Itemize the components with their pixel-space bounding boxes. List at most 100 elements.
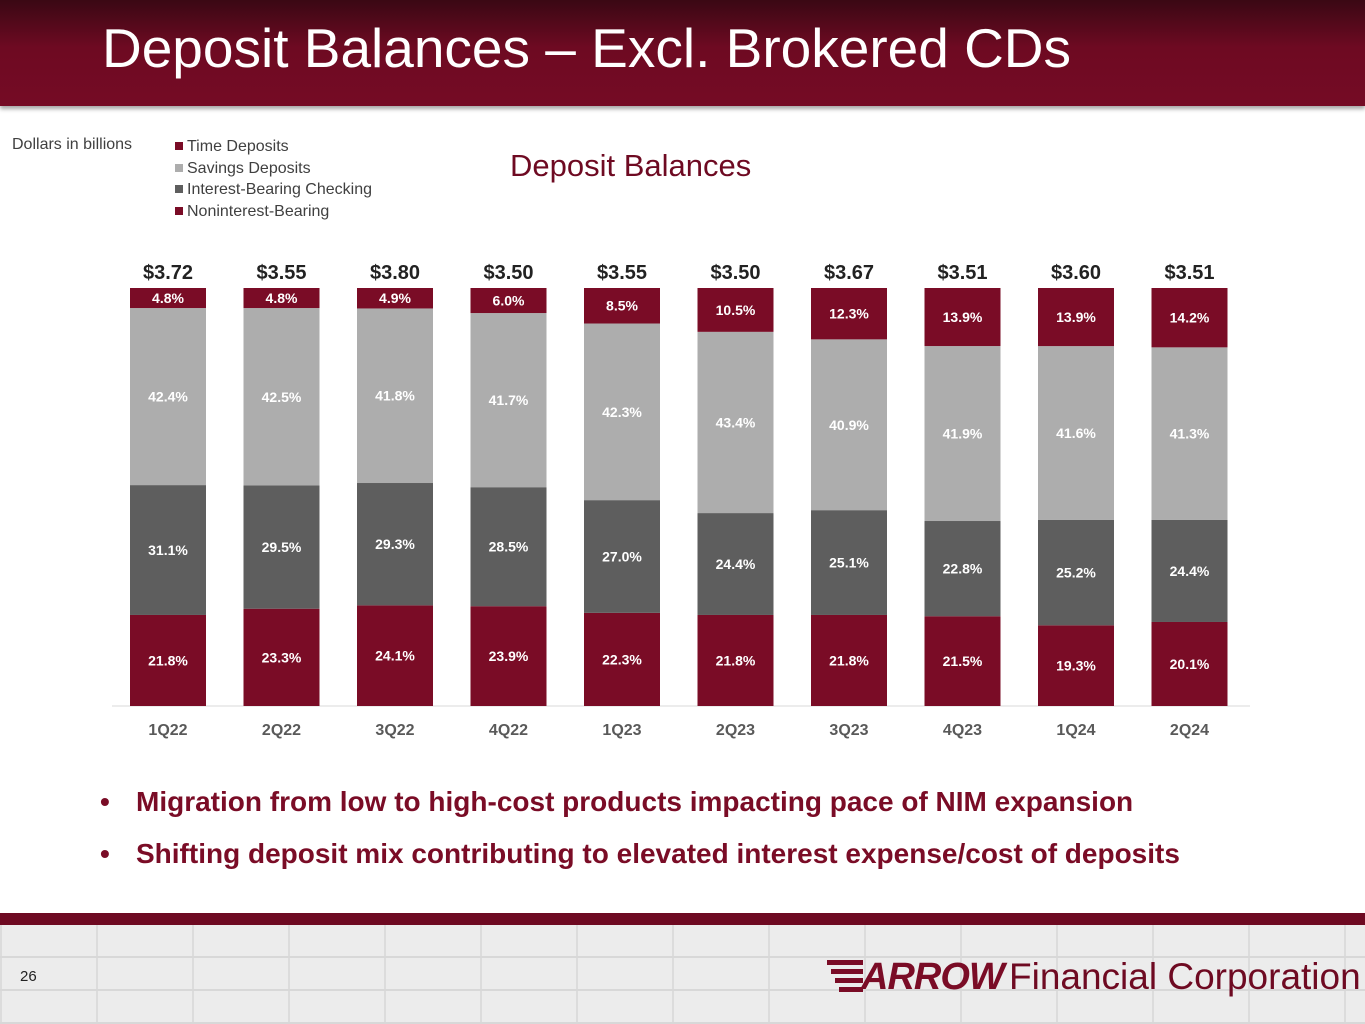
data-label: 13.9% xyxy=(943,309,983,325)
company-logo: ARROW Financial Corporation xyxy=(825,952,1361,1002)
data-label: 42.4% xyxy=(148,389,188,405)
chart-title: Deposit Balances xyxy=(510,148,752,183)
bar-segment xyxy=(697,331,774,514)
x-tick-label: 1Q22 xyxy=(148,722,187,739)
data-label: 6.0% xyxy=(493,293,525,309)
bar-segment xyxy=(811,288,887,340)
bar-segment xyxy=(1038,346,1114,520)
bar-segment xyxy=(130,308,206,486)
bar-segment xyxy=(470,606,547,706)
bar-total-label: $3.67 xyxy=(824,262,874,284)
data-label: 24.1% xyxy=(375,648,415,664)
legend-swatch-noninterest xyxy=(175,206,183,215)
arrow-lines-icon xyxy=(827,960,863,992)
bar-segment xyxy=(1151,621,1228,706)
data-label: 31.1% xyxy=(148,542,188,558)
footer-divider xyxy=(0,913,1365,925)
page-number: 26 xyxy=(20,968,37,985)
bar-segment xyxy=(243,608,320,706)
data-label: 24.4% xyxy=(716,556,756,572)
data-label: 25.2% xyxy=(1056,565,1096,581)
units-note: Dollars in billions xyxy=(12,136,133,153)
bar-total-label: $3.50 xyxy=(483,262,533,284)
x-tick-label: 1Q24 xyxy=(1056,722,1095,739)
bar-segment xyxy=(130,614,206,706)
bar-segment xyxy=(697,513,774,615)
bullet-item: • Shifting deposit mix contributing to el… xyxy=(100,836,1180,888)
legend-swatch-savings-deposits xyxy=(175,163,183,172)
data-label: 41.9% xyxy=(943,426,983,442)
bar-segment xyxy=(243,288,320,309)
bar-segment xyxy=(1151,347,1228,520)
data-label: 21.8% xyxy=(716,652,756,668)
bullet-text: Shifting deposit mix contributing to ele… xyxy=(136,838,1180,869)
x-tick-label: 2Q22 xyxy=(262,722,301,739)
bar-segment xyxy=(1038,625,1114,706)
data-label: 23.3% xyxy=(262,649,302,665)
bar-segment xyxy=(811,614,887,706)
bullet-dot: • xyxy=(100,838,110,869)
bar-segment xyxy=(697,614,774,706)
logo-arrow-text: ARROW xyxy=(861,956,1005,998)
bullet-dot: • xyxy=(100,786,110,817)
data-label: 22.3% xyxy=(602,651,642,667)
data-label: 21.5% xyxy=(943,653,983,669)
bar-segment xyxy=(924,346,1001,522)
legend-label: Savings Deposits xyxy=(187,159,311,177)
x-tick-label: 4Q23 xyxy=(943,722,982,739)
legend-item-noninterest: Noninterest-Bearing xyxy=(175,201,372,223)
data-label: 23.9% xyxy=(489,648,529,664)
bar-total-label: $3.72 xyxy=(143,262,193,284)
data-label: 20.1% xyxy=(1170,656,1210,672)
legend-label: Interest-Bearing Checking xyxy=(187,181,372,198)
bar-segment xyxy=(130,288,206,309)
data-label: 14.2% xyxy=(1170,310,1210,326)
bar-segment xyxy=(357,605,433,706)
bar-segment xyxy=(470,288,547,314)
x-tick-label: 3Q23 xyxy=(829,722,868,739)
data-label: 22.8% xyxy=(943,561,983,577)
bar-segment xyxy=(1038,519,1114,626)
bar-segment xyxy=(584,612,660,706)
bar-segment xyxy=(243,485,320,609)
stacked-bar-chart: 21.8% 31.1% 42.4% 4.8% $3.72 1Q22 23.3% 29.5% 42… xyxy=(112,262,1250,739)
bar-segment xyxy=(584,323,660,501)
bullet-item: • Migration from low to high-cost product… xyxy=(100,784,1180,836)
data-label: 4.9% xyxy=(379,290,411,306)
bar-segment xyxy=(357,483,433,606)
bar-total-label: $3.50 xyxy=(710,262,760,284)
bar-total-label: $3.55 xyxy=(597,262,647,284)
data-label: 40.9% xyxy=(829,417,869,433)
data-label: 8.5% xyxy=(606,298,638,314)
data-label: 13.9% xyxy=(1056,309,1096,325)
data-label: 41.3% xyxy=(1170,426,1210,442)
data-label: 29.3% xyxy=(375,536,415,552)
legend-swatch-time-deposits xyxy=(175,142,183,150)
data-label: 43.4% xyxy=(716,414,756,430)
bar-segment xyxy=(243,308,320,486)
footer-brick-background xyxy=(0,925,1365,1024)
bar-segment xyxy=(924,288,1001,347)
x-tick-label: 1Q23 xyxy=(602,722,641,739)
data-label: 19.3% xyxy=(1056,658,1096,674)
page-title: Deposit Balances – Excl. Brokered CDs xyxy=(102,17,1072,79)
data-label: 41.8% xyxy=(375,388,415,404)
data-label: 29.5% xyxy=(262,539,302,555)
data-label: 12.3% xyxy=(829,306,869,322)
bar-segment xyxy=(584,500,660,613)
data-label: 21.8% xyxy=(829,652,869,668)
data-label: 27.0% xyxy=(602,549,642,565)
data-label: 21.8% xyxy=(148,652,188,668)
bar-segment xyxy=(1151,519,1228,622)
bar-total-label: $3.80 xyxy=(370,262,420,284)
legend-label: Noninterest-Bearing xyxy=(187,202,330,220)
x-tick-label: 3Q22 xyxy=(375,722,414,739)
legend-swatch-interest-checking xyxy=(175,185,183,193)
bar-segment xyxy=(924,521,1001,617)
bar-segment xyxy=(697,288,774,332)
legend-item-interest-checking: Interest-Bearing Checking xyxy=(175,179,372,201)
data-label: 42.5% xyxy=(262,389,302,405)
legend-label: Time Deposits xyxy=(187,138,289,155)
data-label: 24.4% xyxy=(1170,563,1210,579)
legend-item-savings-deposits: Savings Deposits xyxy=(175,158,372,180)
